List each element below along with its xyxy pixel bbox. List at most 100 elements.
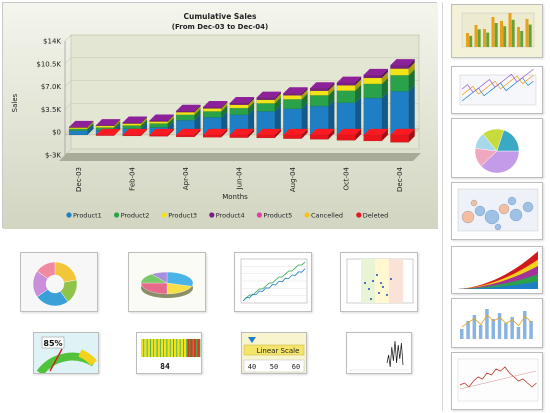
- bar-side: [355, 76, 362, 86]
- gauge-thumb-graphic: 85%: [34, 333, 98, 376]
- bar-segment-product2: [363, 83, 383, 99]
- line-thumb[interactable]: [234, 252, 312, 312]
- chart-legend: Product1 Product2 Product3 Product4 Product5…: [66, 212, 388, 220]
- bar-side: [274, 128, 281, 138]
- bar-side: [301, 93, 308, 109]
- bar-side: [381, 77, 388, 98]
- side-bar-3d[interactable]: [451, 4, 543, 58]
- bar-top: [203, 128, 228, 135]
- bar-segment-product4: [256, 97, 276, 100]
- bar-side: [87, 122, 94, 131]
- y-tick-label: $-3K: [45, 152, 61, 160]
- bar-side: [355, 84, 362, 103]
- gridline-depth: [64, 34, 72, 42]
- bar-side: [408, 59, 415, 69]
- side-pie[interactable]: [451, 118, 543, 178]
- bar-segment-product2: [256, 103, 276, 112]
- bar-side: [274, 93, 281, 104]
- pie-slice: [166, 271, 194, 287]
- bar-top: [310, 128, 335, 135]
- bar-segment-product2: [390, 75, 409, 92]
- stock-thumb[interactable]: [346, 332, 412, 374]
- bar-side: [141, 119, 148, 129]
- bar-segment-deleted: [283, 134, 302, 139]
- pie3d-thumb[interactable]: [128, 252, 206, 312]
- bar-segment-deleted: [176, 134, 195, 138]
- bar-segment-product2: [69, 128, 88, 132]
- bar-side: [381, 71, 388, 84]
- bar-segment-product4: [310, 88, 329, 91]
- bar-segment-product4: [176, 110, 195, 113]
- bar-side: [301, 102, 308, 135]
- linear-tick-label: 50: [270, 363, 278, 371]
- bar-side: [274, 105, 281, 135]
- gridline-depth: [64, 80, 72, 87]
- cumulative-sales-chart: Cumulative Sales (From Dec-03 to Dec-04)…: [3, 3, 438, 229]
- legend-label: Product4: [216, 212, 245, 220]
- bar-side: [167, 114, 174, 122]
- bar-top: [256, 91, 281, 98]
- line-thumb-graphic: [240, 258, 308, 304]
- bar-side: [114, 119, 121, 126]
- legend-label: Product3: [168, 212, 197, 220]
- bar-top: [203, 101, 228, 108]
- bar-side: [114, 119, 121, 128]
- bar-top: [390, 59, 415, 66]
- bar-side: [141, 117, 148, 126]
- bar-top: [122, 128, 148, 135]
- scatter-thumb[interactable]: [340, 252, 418, 312]
- pie-slice: [496, 129, 520, 152]
- bar-segment-deleted: [310, 134, 329, 140]
- chart-floor: [59, 153, 421, 161]
- bar-side: [381, 68, 388, 78]
- x-tick-label: Oct-04: [343, 166, 351, 190]
- bar-segment-product3: [229, 104, 249, 109]
- bar-side: [274, 91, 281, 100]
- gauge-value: 85%: [43, 339, 62, 348]
- bar-meter-thumb[interactable]: 84: [136, 332, 202, 374]
- chart-title: Cumulative Sales: [184, 12, 257, 21]
- side-area[interactable]: [451, 246, 543, 294]
- bar-segment-product4: [336, 82, 356, 86]
- bar-side: [194, 106, 201, 115]
- legend-label: Deleted: [363, 212, 388, 220]
- side-area-graphic: [452, 247, 542, 293]
- bar-segment-deleted: [122, 134, 142, 137]
- bar-side: [328, 84, 335, 96]
- bar-segment-product3: [149, 121, 168, 124]
- x-axis-label: Months: [222, 193, 248, 201]
- linear-scale-thumb[interactable]: Linear Scale 40 50 60: [241, 332, 307, 374]
- bar-segment-product3: [390, 68, 409, 76]
- legend-label: Product1: [73, 212, 102, 220]
- bar-top: [229, 128, 255, 135]
- bar-top: [229, 97, 255, 104]
- bar-side: [87, 124, 94, 135]
- bar-segment-product2: [176, 114, 195, 121]
- x-tick-label: Feb-04: [128, 166, 136, 190]
- side-multiline[interactable]: [451, 66, 543, 114]
- legend-marker: [114, 212, 120, 218]
- y-tick-label: $0: [52, 129, 61, 137]
- bar-segment-product1: [69, 130, 88, 136]
- linear-scale-title: Linear Scale: [257, 347, 300, 355]
- bar-segment-product1: [390, 91, 409, 136]
- chart-subtitle: (From Dec-03 to Dec-04): [172, 23, 268, 31]
- bar-segment-product3: [256, 99, 276, 104]
- doughnut-thumb[interactable]: [20, 252, 98, 312]
- side-bubble[interactable]: [451, 182, 543, 240]
- side-finance[interactable]: [451, 352, 543, 410]
- bar-segment-product2: [202, 111, 222, 118]
- side-combo[interactable]: [451, 298, 543, 348]
- bar-side: [408, 69, 415, 92]
- bar-side: [221, 102, 228, 112]
- bar-top: [176, 128, 201, 135]
- bar-side: [221, 105, 228, 118]
- gauge-thumb[interactable]: 85%: [33, 332, 99, 376]
- pie3d-thumb-graphic: [129, 253, 205, 311]
- bar-meter-thumb-graphic: 84: [137, 333, 201, 373]
- bar-segment-product3: [176, 111, 195, 115]
- main-chart-panel[interactable]: Cumulative Sales (From Dec-03 to Dec-04)…: [2, 2, 438, 229]
- side-finance-graphic: [452, 353, 542, 409]
- bar-side: [328, 100, 335, 135]
